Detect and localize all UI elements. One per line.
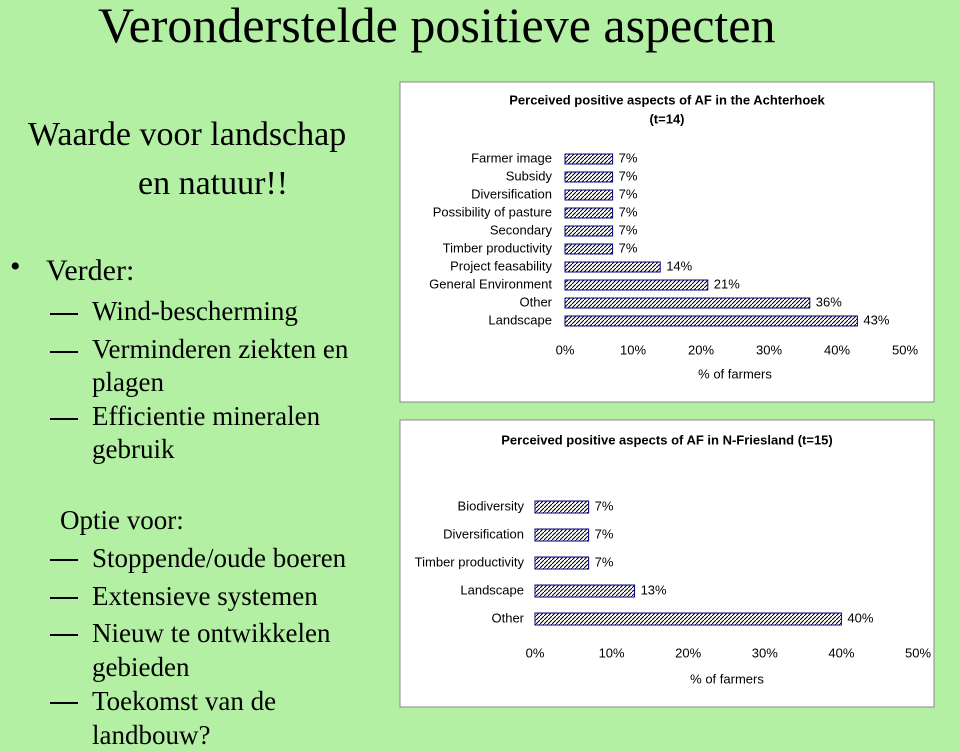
chart-box: [399, 81, 935, 403]
dash: [50, 559, 78, 561]
category-label: Other: [491, 610, 524, 625]
category-label: General Environment: [429, 276, 552, 291]
category-label: Landscape: [488, 312, 552, 327]
value-label: 21%: [714, 276, 740, 291]
intro-line: en natuur!!: [138, 165, 289, 202]
dash: [50, 702, 78, 704]
sub-item: Verminderen ziekten en plagen: [92, 334, 349, 397]
value-label: 7%: [619, 240, 638, 255]
bar: [564, 279, 709, 291]
category-label: Timber productivity: [415, 554, 525, 569]
x-tick-label: 20%: [675, 645, 701, 660]
intro-line: Waarde voor landschap: [28, 116, 347, 153]
x-axis-label: % of farmers: [698, 366, 772, 381]
category-label: Diversification: [443, 526, 524, 541]
value-label: 7%: [595, 554, 614, 569]
value-label: 43%: [863, 312, 889, 327]
bar: [564, 225, 614, 237]
bar: [564, 189, 614, 201]
x-tick-label: 10%: [599, 645, 625, 660]
category-label: Landscape: [460, 582, 524, 597]
option: Optie voor:: [60, 505, 184, 535]
bar: [564, 297, 811, 309]
x-axis-label: % of farmers: [690, 671, 764, 686]
bar: [534, 500, 590, 514]
category-label: Timber productivity: [443, 240, 553, 255]
value-label: 14%: [666, 258, 692, 273]
x-tick-label: 40%: [828, 645, 854, 660]
value-label: 7%: [619, 186, 638, 201]
category-label: Farmer image: [471, 150, 552, 165]
option-item: Nieuw te ontwikkelen gebieden: [92, 618, 331, 682]
category-label: Project feasability: [450, 258, 552, 273]
x-tick-label: 10%: [620, 342, 646, 357]
chart-subtitle: (t=14): [649, 111, 684, 126]
dash: [50, 597, 78, 599]
value-label: 7%: [619, 168, 638, 183]
category-label: Secondary: [490, 222, 553, 237]
slide: Veronderstelde positieve aspecten Waarde…: [10, 0, 935, 750]
bar: [564, 207, 614, 219]
x-tick-label: 0%: [526, 645, 545, 660]
dash: [50, 634, 78, 636]
dash: [50, 313, 78, 315]
x-tick-label: 30%: [752, 645, 778, 660]
category-label: Other: [519, 294, 552, 309]
bar: [564, 315, 858, 327]
x-tick-label: 50%: [892, 342, 918, 357]
value-label: 7%: [619, 204, 638, 219]
category-label: Biodiversity: [458, 498, 525, 513]
sub-item: Wind-bescherming: [92, 296, 298, 326]
option-item: Stoppende/oude boeren: [92, 543, 347, 573]
option-item: Extensieve systemen: [92, 581, 318, 611]
value-label: 40%: [847, 610, 873, 625]
chart-box: [399, 419, 935, 708]
bar: [534, 556, 590, 570]
dash: [50, 351, 78, 353]
x-tick-label: 50%: [905, 645, 931, 660]
bar: [564, 153, 614, 165]
value-label: 36%: [816, 294, 842, 309]
bar: [534, 528, 590, 542]
category-label: Diversification: [471, 186, 552, 201]
bullet: Verder:: [46, 254, 135, 287]
category-label: Subsidy: [506, 168, 553, 183]
value-label: 7%: [595, 498, 614, 513]
bar: [564, 243, 614, 255]
x-tick-label: 20%: [688, 342, 714, 357]
x-tick-label: 0%: [556, 342, 575, 357]
sub-item: Efficientie mineralen gebruik: [92, 401, 321, 464]
dash: [50, 418, 78, 420]
chart-title: Perceived positive aspects of AF in the …: [509, 92, 825, 107]
x-tick-label: 30%: [756, 342, 782, 357]
charts: Perceived positive aspects of AF in the …: [399, 81, 935, 708]
x-tick-label: 40%: [824, 342, 850, 357]
value-label: 7%: [619, 222, 638, 237]
slide-title: Veronderstelde positieve aspecten: [98, 0, 776, 53]
bar: [564, 171, 614, 183]
category-label: Possibility of pasture: [433, 204, 552, 219]
bar: [534, 584, 636, 598]
bullet-dot: •: [10, 250, 21, 283]
bar: [564, 261, 661, 273]
bar: [534, 612, 842, 626]
chart-title: Perceived positive aspects of AF in N-Fr…: [501, 432, 832, 447]
value-label: 7%: [595, 526, 614, 541]
value-label: 7%: [619, 150, 638, 165]
value-label: 13%: [641, 582, 667, 597]
